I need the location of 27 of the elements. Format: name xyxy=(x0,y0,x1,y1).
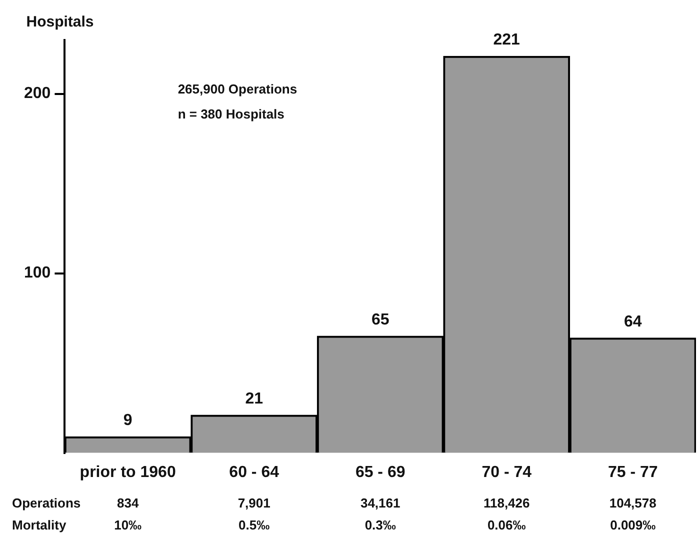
x-tick-label: prior to 1960 xyxy=(80,464,176,481)
data-label: 221 xyxy=(493,32,520,49)
text: 118,426 xyxy=(483,496,530,511)
annotation: n = 380 Hospitals xyxy=(178,106,284,122)
y-axis-title: Hospitals xyxy=(26,14,94,31)
data-label: 21 xyxy=(245,390,264,408)
data-label: 9 xyxy=(123,412,132,430)
y-tick-label: 200 xyxy=(24,85,51,102)
data-label: 64 xyxy=(624,313,642,330)
x-tick-label: 70 - 74 xyxy=(482,464,532,481)
text: 0.009‰ xyxy=(610,518,656,533)
text: 0.5‰ xyxy=(238,518,270,533)
y-tick-label: 100 xyxy=(24,264,51,282)
x-tick-label: 60 - 64 xyxy=(229,464,280,481)
annotation: 265,900 Operations xyxy=(178,82,298,97)
text: Operations xyxy=(12,496,81,511)
x-tick-label: 65 - 69 xyxy=(355,464,406,481)
text: 34,161 xyxy=(360,496,400,511)
x-tick-label: 75 - 77 xyxy=(608,464,658,481)
text: Mortality xyxy=(12,518,67,533)
text: 7,901 xyxy=(238,496,270,511)
text: 834 xyxy=(116,496,140,511)
text: 0.3‰ xyxy=(364,518,396,533)
data-label: 65 xyxy=(371,312,390,329)
text: 10‰ xyxy=(114,518,142,533)
text: 104,578 xyxy=(609,496,656,511)
text: 0.06‰ xyxy=(487,518,526,533)
